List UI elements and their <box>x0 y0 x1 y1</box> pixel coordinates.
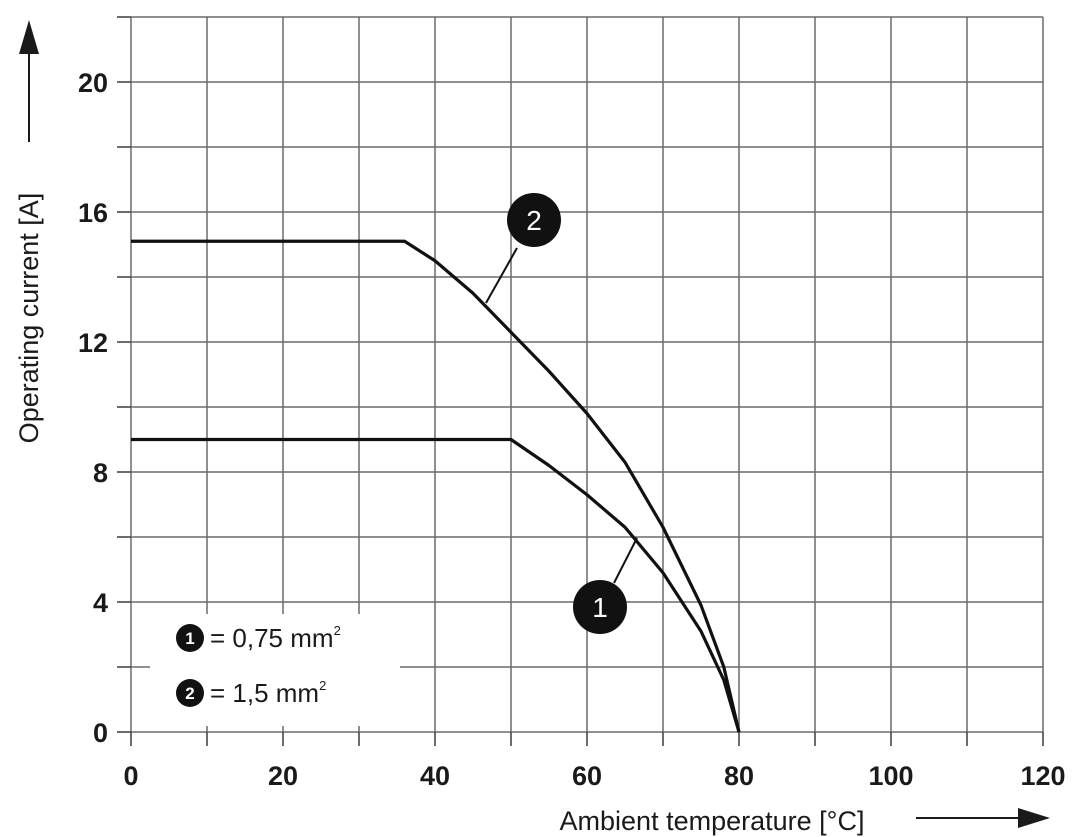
minor-ticks <box>117 16 1044 746</box>
y-tick-label: 4 <box>93 588 108 618</box>
y-tick-label: 0 <box>93 718 108 748</box>
y-axis-arrow-icon <box>19 20 39 142</box>
callout-label-1: 1 <box>592 592 608 623</box>
x-tick-label: 120 <box>1020 761 1065 791</box>
legend-item-text: = 0,75 mm2 <box>210 623 341 653</box>
legend-superscript: 2 <box>319 678 326 693</box>
legend-superscript: 2 <box>334 623 341 638</box>
legend-badge <box>176 679 204 707</box>
y-axis-title: Operating current [A] <box>14 193 44 444</box>
callout-badge-2 <box>507 193 561 247</box>
x-tick-label: 0 <box>123 761 138 791</box>
x-tick-label: 60 <box>572 761 602 791</box>
y-tick-label: 20 <box>78 68 108 98</box>
legend-badge-label: 2 <box>185 684 194 703</box>
series-line-1 <box>131 437 741 733</box>
x-axis-arrow-icon <box>916 808 1050 828</box>
x-tick-label: 80 <box>724 761 754 791</box>
legend-badge <box>176 624 204 652</box>
legend-item-text: = 1,5 mm2 <box>210 678 326 708</box>
series-lines <box>131 239 741 733</box>
x-tick-label: 40 <box>420 761 450 791</box>
x-tick-label: 100 <box>868 761 913 791</box>
x-axis-title: Ambient temperature [°C] <box>560 806 865 836</box>
callout-leader-1 <box>613 537 638 584</box>
y-tick-label: 8 <box>93 458 108 488</box>
callout-badge-1 <box>573 580 627 634</box>
x-tick-label: 20 <box>268 761 298 791</box>
callout-label-2: 2 <box>526 205 542 236</box>
series-callouts: 12 <box>485 193 638 634</box>
y-tick-label: 16 <box>78 198 108 228</box>
series-line-2 <box>131 239 741 733</box>
legend-badge-label: 1 <box>185 629 194 648</box>
callout-leader-2 <box>485 247 518 304</box>
y-tick-label: 12 <box>78 328 108 358</box>
